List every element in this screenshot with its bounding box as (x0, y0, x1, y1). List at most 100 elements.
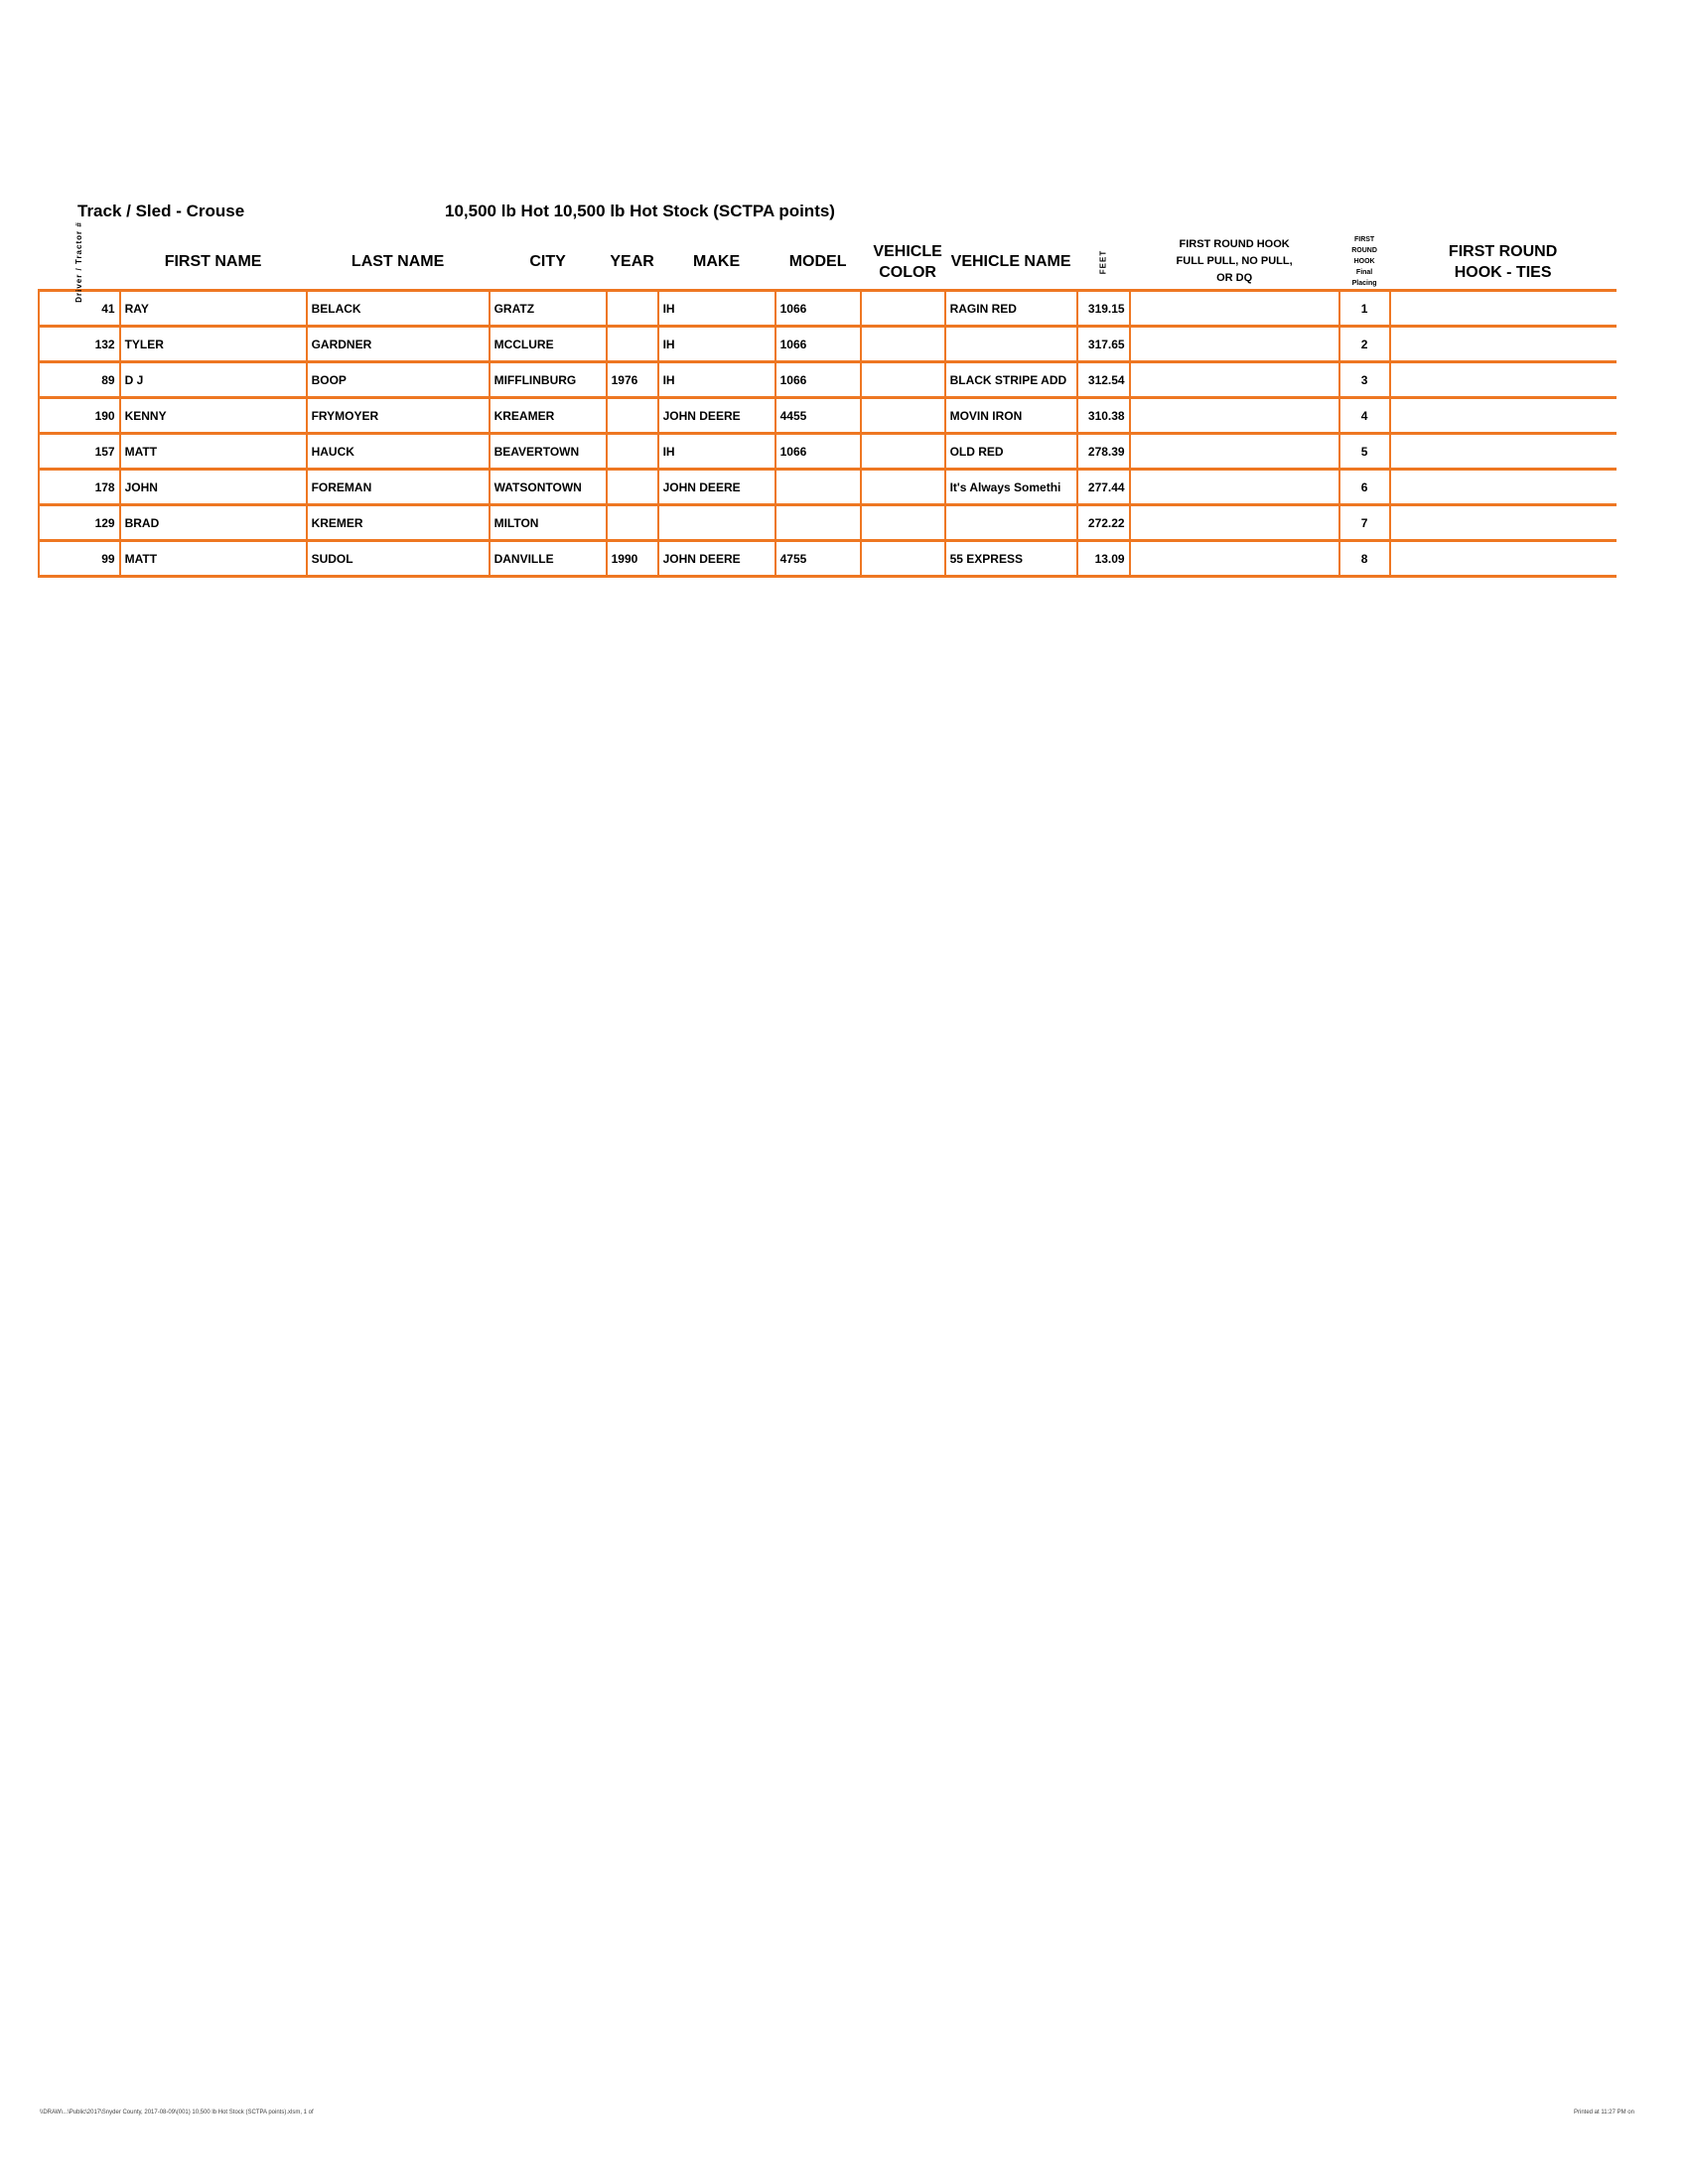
cell-model: 4755 (774, 539, 861, 578)
cell-placing: 5 (1337, 432, 1390, 471)
table-row: 129 BRAD KREMER MILTON 272.22 7 (38, 503, 1617, 542)
cell-year (605, 432, 658, 471)
cell-make: JOHN DEERE (656, 468, 775, 506)
cell-vname: RAGIN RED (943, 289, 1077, 328)
cell-feet: 277.44 (1075, 468, 1130, 506)
cell-city: MIFFLINBURG (488, 360, 607, 399)
cell-last: BELACK (305, 289, 490, 328)
col-make: MAKE (693, 253, 741, 270)
col-city: CITY (529, 253, 566, 270)
cell-placing: 1 (1337, 289, 1390, 328)
cell-make: IH (656, 432, 775, 471)
table-row: 157 MATT HAUCK BEAVERTOWN IH 1066 OLD RED 278.3… (38, 432, 1617, 471)
cell-hook (1128, 360, 1339, 399)
cell-last: SUDOL (305, 539, 490, 578)
cell-placing: 3 (1337, 360, 1390, 399)
col-year: YEAR (610, 253, 654, 270)
cell-placing: 7 (1337, 503, 1390, 542)
cell-ties (1388, 325, 1617, 363)
cell-vname: It's Always Somethi (943, 468, 1077, 506)
cell-model (774, 468, 861, 506)
cell-hook (1128, 432, 1339, 471)
cell-ties (1388, 468, 1617, 506)
cell-first: TYLER (118, 325, 307, 363)
cell-feet: 272.22 (1075, 503, 1130, 542)
footer-path: \\DRAW\...\Public\2017\Snyder County, 20… (40, 2110, 314, 2116)
cell-ties (1388, 360, 1617, 399)
cell-number: 157 (38, 432, 120, 471)
cell-year (605, 289, 658, 328)
cell-feet: 13.09 (1075, 539, 1130, 578)
cell-color (859, 325, 945, 363)
cell-hook (1128, 468, 1339, 506)
cell-placing: 2 (1337, 325, 1390, 363)
cell-hook (1128, 539, 1339, 578)
cell-number: 178 (38, 468, 120, 506)
cell-first: D J (118, 360, 307, 399)
table-row: 190 KENNY FRYMOYER KREAMER JOHN DEERE 4455 MOV… (38, 396, 1617, 435)
cell-color (859, 396, 945, 435)
cell-color (859, 539, 945, 578)
cell-number: 41 (38, 289, 120, 328)
cell-first: BRAD (118, 503, 307, 542)
cell-color (859, 289, 945, 328)
cell-last: FOREMAN (305, 468, 490, 506)
cell-model: 1066 (774, 360, 861, 399)
cell-year (605, 468, 658, 506)
cell-feet: 319.15 (1075, 289, 1130, 328)
cell-year: 1990 (605, 539, 658, 578)
cell-make (656, 503, 775, 542)
cell-first: KENNY (118, 396, 307, 435)
cell-last: GARDNER (305, 325, 490, 363)
cell-vname (943, 325, 1077, 363)
cell-ties (1388, 539, 1617, 578)
cell-year (605, 325, 658, 363)
table-row: 41 RAY BELACK GRATZ IH 1066 RAGIN RED 319.15 1 (38, 289, 1617, 328)
cell-ties (1388, 396, 1617, 435)
col-vehicle-name: VEHICLE NAME (950, 253, 1071, 270)
cell-city: KREAMER (488, 396, 607, 435)
cell-feet: 317.65 (1075, 325, 1130, 363)
cell-number: 99 (38, 539, 120, 578)
cell-make: IH (656, 325, 775, 363)
cell-city: WATSONTOWN (488, 468, 607, 506)
cell-make: IH (656, 289, 775, 328)
cell-feet: 312.54 (1075, 360, 1130, 399)
col-last-name: LAST NAME (351, 253, 445, 270)
cell-vname: OLD RED (943, 432, 1077, 471)
cell-number: 89 (38, 360, 120, 399)
cell-city: GRATZ (488, 289, 607, 328)
cell-city: MCCLURE (488, 325, 607, 363)
cell-last: BOOP (305, 360, 490, 399)
cell-first: MATT (118, 539, 307, 578)
cell-make: JOHN DEERE (656, 396, 775, 435)
cell-placing: 4 (1337, 396, 1390, 435)
cell-first: JOHN (118, 468, 307, 506)
cell-color (859, 468, 945, 506)
cell-vname: MOVIN IRON (943, 396, 1077, 435)
cell-last: HAUCK (305, 432, 490, 471)
cell-ties (1388, 432, 1617, 471)
class-title: 10,500 lb Hot 10,500 lb Hot Stock (SCTPA… (445, 202, 835, 220)
col-hook: FIRST ROUND HOOK FULL PULL, NO PULL, OR … (1176, 238, 1293, 284)
cell-hook (1128, 325, 1339, 363)
col-number: Driver / Tractor # (73, 220, 83, 303)
footer-printed: Printed at 11:27 PM on (1574, 2110, 1634, 2116)
cell-vname: 55 EXPRESS (943, 539, 1077, 578)
cell-hook (1128, 396, 1339, 435)
table-row: 89 D J BOOP MIFFLINBURG 1976 IH 1066 BLACK STRI… (38, 360, 1617, 399)
cell-model (774, 503, 861, 542)
cell-last: FRYMOYER (305, 396, 490, 435)
results-table: Driver / Tractor # FIRST NAME LAST NAME … (38, 220, 1617, 578)
cell-number: 129 (38, 503, 120, 542)
cell-make: IH (656, 360, 775, 399)
col-ties: FIRST ROUND HOOK - TIES (1448, 242, 1558, 281)
cell-hook (1128, 289, 1339, 328)
cell-color (859, 432, 945, 471)
col-feet: FEET (1098, 249, 1108, 274)
cell-city: BEAVERTOWN (488, 432, 607, 471)
cell-make: JOHN DEERE (656, 539, 775, 578)
cell-model: 1066 (774, 432, 861, 471)
cell-model: 4455 (774, 396, 861, 435)
